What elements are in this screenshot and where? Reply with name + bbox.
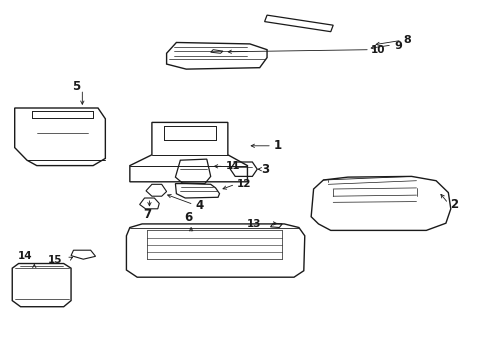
Text: 3: 3 (261, 163, 270, 176)
Text: 11: 11 (225, 161, 240, 171)
Text: 14: 14 (18, 251, 33, 261)
Text: 12: 12 (237, 179, 251, 189)
Text: 13: 13 (247, 219, 262, 229)
Text: 7: 7 (143, 208, 151, 221)
Text: 2: 2 (450, 198, 458, 211)
Text: 10: 10 (371, 45, 386, 55)
Text: 5: 5 (72, 80, 80, 93)
Text: 4: 4 (195, 199, 203, 212)
Text: 1: 1 (273, 139, 282, 152)
Text: 6: 6 (185, 211, 193, 224)
Text: 8: 8 (404, 35, 412, 45)
Text: 9: 9 (394, 41, 402, 51)
Text: 15: 15 (48, 255, 63, 265)
